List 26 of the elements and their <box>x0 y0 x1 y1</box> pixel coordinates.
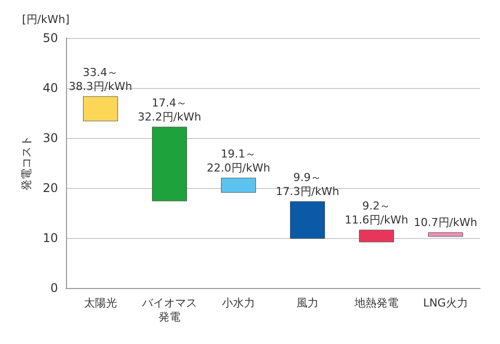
annotation: 9.9～ 17.3円/kWh <box>276 171 340 198</box>
annotation: 9.2～ 11.6円/kWh <box>344 200 408 226</box>
bar <box>290 201 325 239</box>
y-tick-label: 10 <box>42 231 58 245</box>
bar <box>428 232 463 237</box>
x-tick-label: 風力 <box>296 296 318 310</box>
y-tick-label: 40 <box>42 81 58 95</box>
y-tick-label: 20 <box>42 181 58 195</box>
annotation: 33.4～ 38.3円/kWh <box>68 66 132 93</box>
x-tick-label: バイオマス発電 <box>141 296 197 324</box>
y-tick-label: 30 <box>42 131 58 145</box>
y-axis-title: 発電コスト <box>20 136 33 190</box>
x-tick-label: 太陽光 <box>84 296 117 310</box>
y-tick-label: 0 <box>50 281 58 295</box>
bar <box>152 126 187 202</box>
x-tick-label: LNG火力 <box>423 296 468 310</box>
x-tick-label: 小水力 <box>222 296 255 310</box>
bar <box>83 96 118 122</box>
annotation: 17.4～ 32.2円/kWh <box>138 96 202 124</box>
x-tick-label: 地熱発電 <box>354 296 398 310</box>
text: [円/kWh] <box>22 13 70 26</box>
annotation: 19.1～ 22.0円/kWh <box>206 148 270 174</box>
bar <box>359 230 394 242</box>
bar <box>221 178 256 193</box>
annotation: 10.7円/kWh <box>414 216 478 229</box>
y-tick-label: 50 <box>42 31 58 45</box>
